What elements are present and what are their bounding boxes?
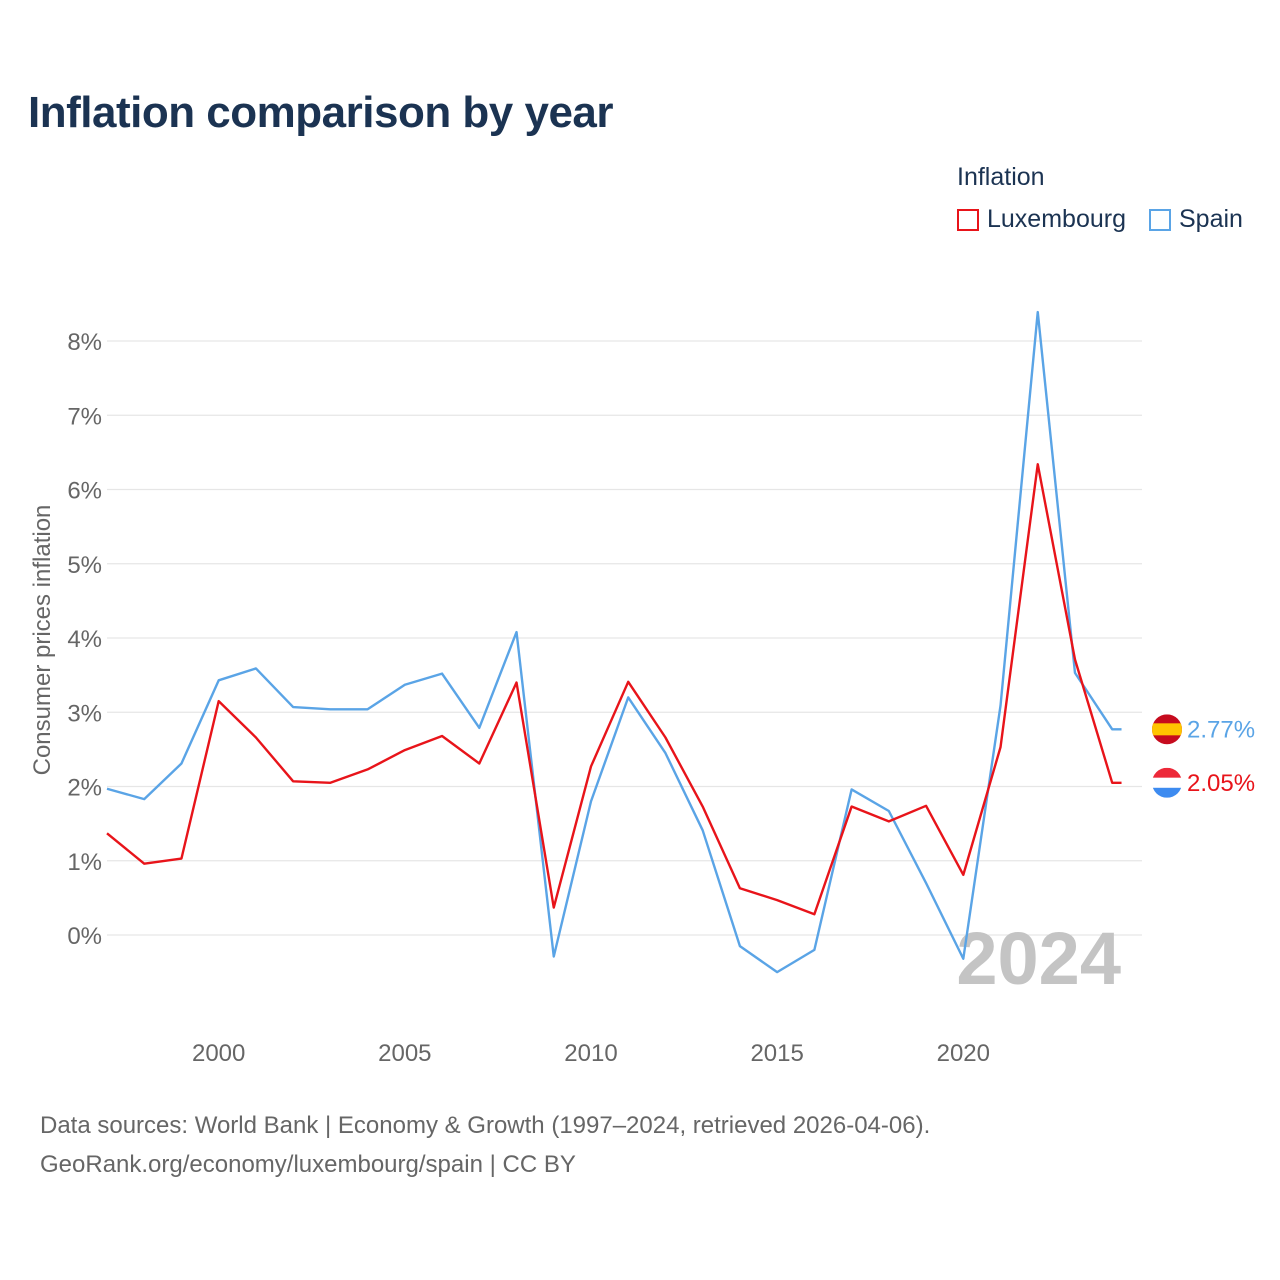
end-label-luxembourg: 2.05% (1187, 770, 1255, 797)
y-tick-label: 8% (67, 329, 102, 356)
legend-label-spain: Spain (1179, 205, 1243, 233)
series-line-luxembourg (106, 463, 1122, 916)
legend-swatch-luxembourg (957, 208, 979, 231)
legend-item-spain[interactable]: Spain (1149, 205, 1243, 234)
y-tick-label: 0% (67, 923, 102, 950)
series-line-spain (106, 310, 1122, 974)
y-tick-label: 7% (67, 403, 102, 430)
y-tick-label: 5% (67, 552, 102, 579)
spain-flag-icon (1152, 714, 1182, 745)
footer: Data sources: World Bank | Economy & Gro… (40, 1106, 930, 1184)
x-tick-label: 2000 (192, 1040, 245, 1067)
y-tick-label: 4% (67, 626, 102, 653)
end-label-spain: 2.77% (1187, 716, 1255, 743)
legend-item-luxembourg[interactable]: Luxembourg (957, 205, 1126, 234)
x-tick-label: 2020 (937, 1040, 990, 1067)
legend-title: Inflation (957, 163, 1045, 191)
x-tick-label: 2015 (750, 1040, 803, 1067)
legend-label-luxembourg: Luxembourg (987, 205, 1126, 233)
y-tick-label: 2% (67, 775, 102, 802)
y-tick-label: 3% (67, 700, 102, 727)
year-watermark: 2024 (956, 917, 1121, 1000)
x-tick-label: 2010 (564, 1040, 617, 1067)
data-source-line: Data sources: World Bank | Economy & Gro… (40, 1112, 931, 1139)
y-tick-label: 6% (67, 478, 102, 505)
legend-swatch-spain (1149, 208, 1171, 231)
page-title: Inflation comparison by year (28, 88, 614, 137)
y-tick-label: 1% (67, 849, 102, 876)
y-axis-label: Consumer prices inflation (29, 505, 56, 776)
attribution-line: GeoRank.org/economy/luxembourg/spain | C… (40, 1151, 576, 1178)
x-tick-label: 2005 (378, 1040, 431, 1067)
luxembourg-flag-icon (1152, 767, 1182, 798)
